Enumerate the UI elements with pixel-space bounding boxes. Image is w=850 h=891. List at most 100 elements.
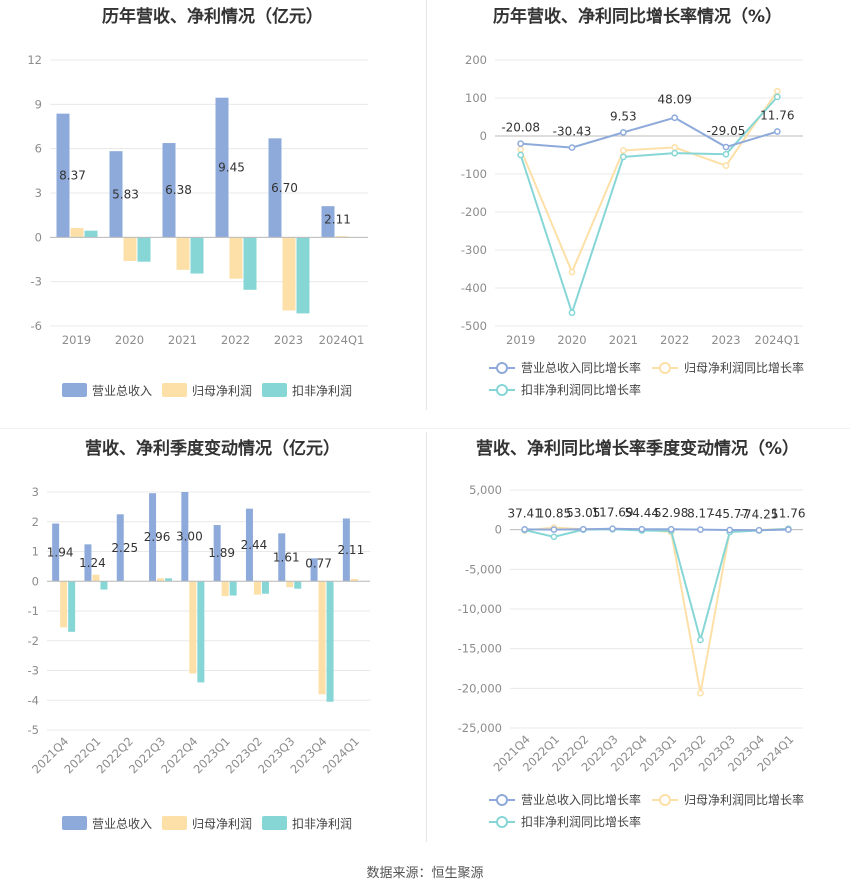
data-source-note: 数据来源：恒生聚源 xyxy=(366,866,484,881)
y-tick-label: 9 xyxy=(35,97,42,111)
bar-data-label: 2.44 xyxy=(241,538,268,552)
line-data-label: -30.43 xyxy=(553,125,592,139)
bar xyxy=(335,236,349,238)
legend-swatch xyxy=(162,383,187,397)
y-tick-label: 5,000 xyxy=(469,483,502,497)
y-tick-label: -100 xyxy=(461,167,487,181)
legend-swatch xyxy=(162,816,187,830)
x-tick-label: 2020 xyxy=(115,333,144,347)
legend-label: 扣非净利润 xyxy=(292,817,352,831)
series-line xyxy=(519,90,779,275)
bar-data-label: 2.11 xyxy=(324,212,351,226)
annual-growth-panel: 历年营收、净利同比增长率情况（%） 200 100 0 -100 -200 -300 -40… xyxy=(425,0,850,430)
bar xyxy=(100,581,108,590)
legend-label: 营业总收入同比增长率 xyxy=(521,360,641,375)
x-tick-label: 2023 xyxy=(711,333,740,347)
chart-title: 营收、净利季度变动情况（亿元） xyxy=(85,439,340,459)
chart-title: 历年营收、净利情况（亿元） xyxy=(102,7,323,27)
bar xyxy=(92,574,100,582)
y-tick-label: 0 xyxy=(32,574,39,588)
legend-swatch xyxy=(262,816,287,830)
bar xyxy=(268,138,282,238)
bar xyxy=(137,237,151,262)
data-point xyxy=(550,526,558,533)
bar-data-label: 5.83 xyxy=(112,187,139,201)
bar xyxy=(350,578,358,582)
line-data-label: -29.05 xyxy=(707,124,746,138)
bar-data-label: 8.37 xyxy=(59,168,86,182)
bar xyxy=(229,581,237,596)
bar xyxy=(296,237,310,314)
x-tick-label: 2019 xyxy=(62,333,91,347)
bar-data-label: 3.00 xyxy=(176,530,203,544)
legend-swatch xyxy=(62,383,87,397)
bar xyxy=(84,230,98,238)
x-tick-label: 2020 xyxy=(557,333,586,347)
data-point xyxy=(568,144,576,151)
y-tick-label: 3 xyxy=(32,485,39,499)
line-data-label: 9.53 xyxy=(610,109,637,123)
bar xyxy=(84,544,92,582)
y-tick-label: 1 xyxy=(32,545,39,559)
legend-marker xyxy=(659,362,671,374)
legend-label: 归母净利润 xyxy=(192,384,252,398)
bar xyxy=(68,581,76,632)
data-point xyxy=(517,151,525,159)
x-tick-label: 2019 xyxy=(506,333,535,347)
y-tick-label: 2 xyxy=(32,515,39,529)
y-tick-label: -25,000 xyxy=(458,721,502,735)
x-tick-label: 2022 xyxy=(221,333,250,347)
bar-data-label: 0.77 xyxy=(305,556,332,570)
line-data-label: 11.76 xyxy=(760,109,794,123)
y-tick-label: 3 xyxy=(35,186,42,200)
data-point xyxy=(671,149,679,157)
x-tick-label: 2024Q1 xyxy=(319,333,365,347)
bar xyxy=(245,508,253,582)
series-line xyxy=(524,527,789,532)
y-tick-label: 6 xyxy=(35,142,42,156)
x-tick-label: 2024Q1 xyxy=(320,734,362,776)
data-point xyxy=(568,268,576,276)
bar xyxy=(342,518,350,582)
horizontal-divider xyxy=(0,428,850,429)
bar-data-label: 6.70 xyxy=(271,181,298,195)
quarterly-growth-panel: 营收、净利同比增长率季度变动情况（%） 5,000 0 -5,000 -10,000 -… xyxy=(425,430,850,860)
bar-data-label: 1.61 xyxy=(273,550,300,564)
data-point xyxy=(667,525,675,533)
vertical-divider-bottom xyxy=(426,432,427,842)
legend-swatch xyxy=(62,816,87,830)
bar xyxy=(109,151,123,238)
bar xyxy=(286,581,294,588)
vertical-divider-top xyxy=(426,0,427,410)
quarterly-growth-chart: 5,000 0 -5,000 -10,000 -15,000 -20,000 -25,000… xyxy=(458,483,806,829)
data-point xyxy=(609,525,616,533)
bar xyxy=(261,581,269,594)
data-point xyxy=(619,153,627,161)
y-tick-label: 0 xyxy=(495,523,502,537)
data-point xyxy=(521,526,529,533)
data-point xyxy=(773,128,781,135)
bar xyxy=(326,581,334,702)
bar xyxy=(318,581,326,695)
y-tick-label: -4 xyxy=(28,693,39,707)
bar xyxy=(229,237,243,279)
data-point xyxy=(517,140,525,147)
legend-swatch xyxy=(262,383,287,397)
legend-marker xyxy=(496,362,508,374)
legend-marker xyxy=(496,384,508,396)
legend-label: 营业总收入 xyxy=(92,817,152,831)
legend-marker xyxy=(496,794,508,806)
quarterly-revenue-profit-panel: 营收、净利季度变动情况（亿元） 3 2 1 0 -1 -2 -3 -4 -5 2021Q4 2022… xyxy=(0,430,425,860)
data-point xyxy=(726,526,734,534)
data-point xyxy=(671,114,679,122)
bar xyxy=(190,237,204,274)
data-point xyxy=(638,525,646,533)
legend-label: 归母净利润 xyxy=(192,817,252,831)
bar xyxy=(294,581,302,589)
line-data-label: 52.98 xyxy=(654,506,688,520)
line-data-label: -74.25 xyxy=(740,507,779,521)
y-tick-label: -5 xyxy=(28,723,39,737)
line-data-label: 117.69 xyxy=(592,506,634,520)
bar xyxy=(52,523,60,582)
bar-data-label: 6.38 xyxy=(165,183,192,197)
